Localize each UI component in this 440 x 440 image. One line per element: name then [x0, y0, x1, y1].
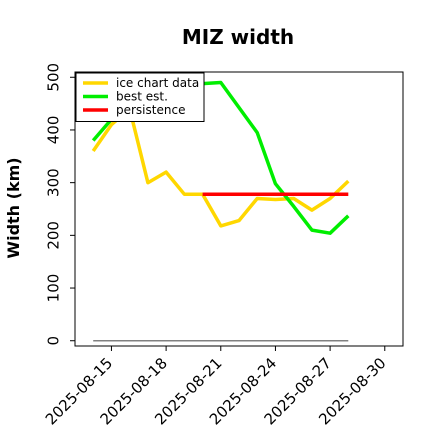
y-tick-label: 400 — [44, 116, 62, 145]
series-line-ice-chart-data — [91, 107, 350, 228]
y-tick-label: 500 — [44, 63, 62, 92]
y-axis-label: Width (km) — [4, 157, 23, 258]
y-tick-label: 300 — [44, 168, 62, 197]
chart-title: MIZ width — [182, 25, 294, 49]
legend-label: ice chart data — [116, 76, 199, 90]
plot-frame — [74, 71, 404, 347]
y-tick-label: 200 — [44, 221, 62, 250]
y-tick-label: 0 — [44, 336, 62, 346]
legend-label: best est. — [116, 90, 168, 104]
y-tick-label: 100 — [44, 274, 62, 303]
legend-label: persistence — [116, 103, 185, 117]
